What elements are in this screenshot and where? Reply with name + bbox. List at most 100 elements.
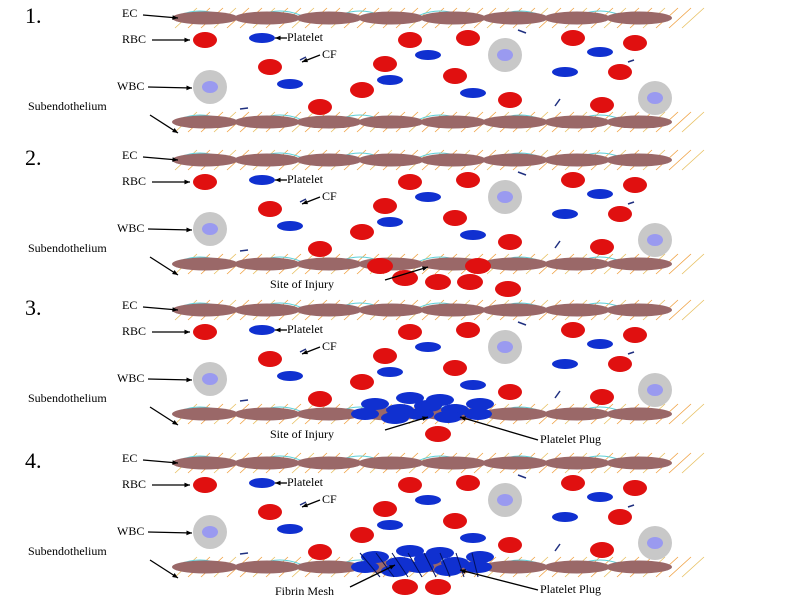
arrow-head xyxy=(460,569,466,574)
fiber xyxy=(668,452,692,474)
rbc xyxy=(193,32,217,48)
arrow-line xyxy=(459,416,539,441)
fiber xyxy=(681,556,705,578)
platelet xyxy=(552,512,578,522)
endothelial-cell xyxy=(544,303,610,317)
clotting-factor xyxy=(239,249,249,252)
endothelial-cell xyxy=(420,153,486,167)
platelet xyxy=(406,561,434,573)
wbc-nucleus xyxy=(202,373,218,385)
label-platelet-plug: Platelet Plug xyxy=(540,432,601,446)
endothelial-cell xyxy=(606,115,672,129)
arrow-line xyxy=(384,266,429,281)
endothelial-cell xyxy=(358,115,424,129)
rbc xyxy=(457,274,483,290)
platelet xyxy=(464,408,492,420)
rbc xyxy=(258,504,282,520)
endothelial-cell xyxy=(606,11,672,25)
endothelial-cell xyxy=(606,257,672,271)
arrow-line xyxy=(149,406,179,426)
arrow-line xyxy=(149,559,179,579)
endothelial-cell xyxy=(358,11,424,25)
rbc xyxy=(498,234,522,250)
platelet xyxy=(434,564,462,576)
platelet xyxy=(377,520,403,530)
rbc xyxy=(561,322,585,338)
endothelial-cell xyxy=(420,115,486,129)
rbc xyxy=(392,270,418,286)
fibrin xyxy=(423,552,437,578)
fiber xyxy=(681,111,705,133)
rbc xyxy=(623,35,647,51)
label-wbc: WBC xyxy=(117,221,144,235)
rbc xyxy=(456,172,480,188)
endothelial-cell xyxy=(606,456,672,470)
label-subendothelium: Subendothelium xyxy=(28,544,107,558)
fiber xyxy=(668,7,692,29)
rbc xyxy=(495,281,521,297)
rbc xyxy=(398,477,422,493)
clotting-factor xyxy=(554,240,561,249)
panel: 3. EC RBC Platelet CF WBC Subendothelium Site o… xyxy=(25,295,705,446)
clotting-factor xyxy=(517,171,527,176)
label-cf: CF xyxy=(322,492,337,506)
arrow-head xyxy=(186,530,192,536)
platelet xyxy=(377,217,403,227)
rbc xyxy=(398,32,422,48)
endothelial-cell xyxy=(234,407,300,421)
endothelial-cell xyxy=(606,153,672,167)
rbc xyxy=(443,68,467,84)
endothelial-cell xyxy=(296,11,362,25)
platelet xyxy=(381,412,409,424)
platelet xyxy=(396,545,424,557)
label-platelet: Platelet xyxy=(287,30,324,44)
clotting-factor xyxy=(239,399,249,402)
platelet xyxy=(361,551,389,563)
platelet xyxy=(377,367,403,377)
fiber xyxy=(681,403,705,425)
endothelial-cell xyxy=(296,153,362,167)
endothelial-cell xyxy=(296,407,362,421)
rbc xyxy=(350,374,374,390)
fibrin xyxy=(439,552,451,578)
panel: 2. EC RBC Platelet CF WBC Subendothelium Site o… xyxy=(25,145,705,297)
endothelial-cell xyxy=(420,456,486,470)
endothelial-cell xyxy=(234,456,300,470)
platelet xyxy=(277,221,303,231)
rbc xyxy=(373,198,397,214)
wbc-nucleus xyxy=(497,191,513,203)
platelet xyxy=(277,524,303,534)
rbc xyxy=(623,480,647,496)
label-ec: EC xyxy=(122,6,137,20)
clotting-factor xyxy=(299,198,307,203)
fiber xyxy=(681,253,705,275)
endothelial-cell xyxy=(544,257,610,271)
rbc xyxy=(561,172,585,188)
label-wbc: WBC xyxy=(117,524,144,538)
rbc xyxy=(590,239,614,255)
arrow-head xyxy=(186,85,192,91)
arrow-head xyxy=(172,307,178,312)
rbc xyxy=(350,527,374,543)
rbc xyxy=(373,501,397,517)
label-subendothelium: Subendothelium xyxy=(28,99,107,113)
endothelial-cell xyxy=(482,153,548,167)
arrow-head xyxy=(172,128,178,133)
platelet xyxy=(361,398,389,410)
endothelial-cell xyxy=(296,560,362,574)
platelet xyxy=(466,398,494,410)
endothelial-cell xyxy=(482,257,548,271)
rbc xyxy=(623,327,647,343)
platelet xyxy=(249,325,275,335)
fibrin xyxy=(471,552,479,578)
rbc xyxy=(308,241,332,257)
platelet xyxy=(249,175,275,185)
fiber xyxy=(681,149,705,171)
clotting-factor xyxy=(299,501,307,506)
label-subendothelium: Subendothelium xyxy=(28,241,107,255)
platelet xyxy=(460,230,486,240)
rbc xyxy=(367,258,393,274)
panel-number: 1. xyxy=(25,3,42,28)
label-rbc: RBC xyxy=(122,174,146,188)
